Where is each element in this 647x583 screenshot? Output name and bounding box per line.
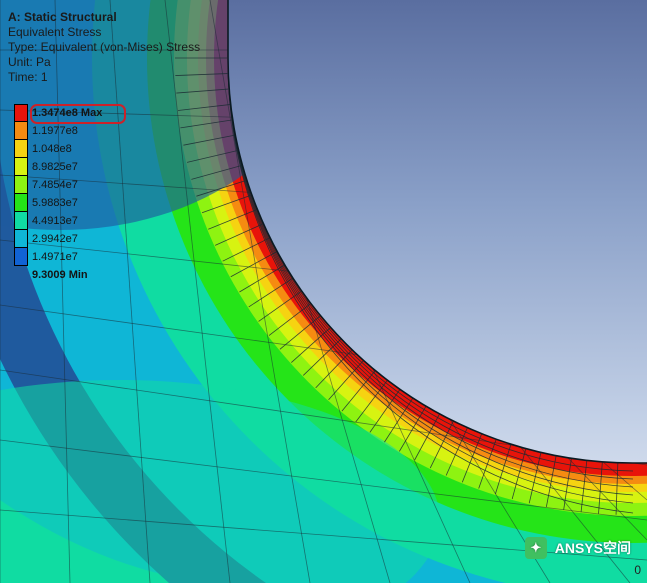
legend-label: 5.9883e7 <box>32 197 78 209</box>
ansys-result-viewport[interactable]: A: Static Structural Equivalent Stress T… <box>0 0 647 583</box>
legend-swatch <box>14 212 28 230</box>
legend-row: 1.048e8 <box>14 140 102 158</box>
legend-swatch <box>14 194 28 212</box>
legend-swatch <box>14 140 28 158</box>
triad-origin-label: 0 <box>634 563 641 577</box>
legend-swatch <box>14 230 28 248</box>
legend-row: 1.1977e8 <box>14 122 102 140</box>
legend-label: 7.4854e7 <box>32 179 78 191</box>
watermark: ✦ ANSYS空间 <box>525 537 631 559</box>
result-time: Time: 1 <box>8 70 200 85</box>
legend-label: 1.4971e7 <box>32 251 78 263</box>
watermark-text: ANSYS空间 <box>555 538 631 558</box>
legend-min-label: 9.3009 Min <box>32 269 88 281</box>
legend-row: 4.4913e7 <box>14 212 102 230</box>
legend-swatch <box>14 158 28 176</box>
legend-row: 2.9942e7 <box>14 230 102 248</box>
color-legend: 1.3474e8 Max1.1977e81.048e88.9825e77.485… <box>14 104 102 284</box>
max-value-highlight <box>30 104 126 124</box>
analysis-title: A: Static Structural <box>8 10 200 25</box>
result-type: Type: Equivalent (von-Mises) Stress <box>8 40 200 55</box>
legend-swatch <box>14 176 28 194</box>
legend-row: 8.9825e7 <box>14 158 102 176</box>
wechat-icon: ✦ <box>525 537 547 559</box>
legend-row: 9.3009 Min <box>14 266 102 284</box>
legend-label: 1.1977e8 <box>32 125 78 137</box>
result-unit: Unit: Pa <box>8 55 200 70</box>
legend-label: 4.4913e7 <box>32 215 78 227</box>
legend-label: 8.9825e7 <box>32 161 78 173</box>
result-name: Equivalent Stress <box>8 25 200 40</box>
legend-row: 5.9883e7 <box>14 194 102 212</box>
stress-contour-plot <box>0 0 647 583</box>
legend-row: 1.4971e7 <box>14 248 102 266</box>
legend-row: 7.4854e7 <box>14 176 102 194</box>
legend-swatch <box>14 248 28 266</box>
legend-label: 2.9942e7 <box>32 233 78 245</box>
legend-swatch <box>14 104 28 122</box>
result-header: A: Static Structural Equivalent Stress T… <box>8 10 200 85</box>
legend-swatch <box>14 122 28 140</box>
legend-label: 1.048e8 <box>32 143 72 155</box>
